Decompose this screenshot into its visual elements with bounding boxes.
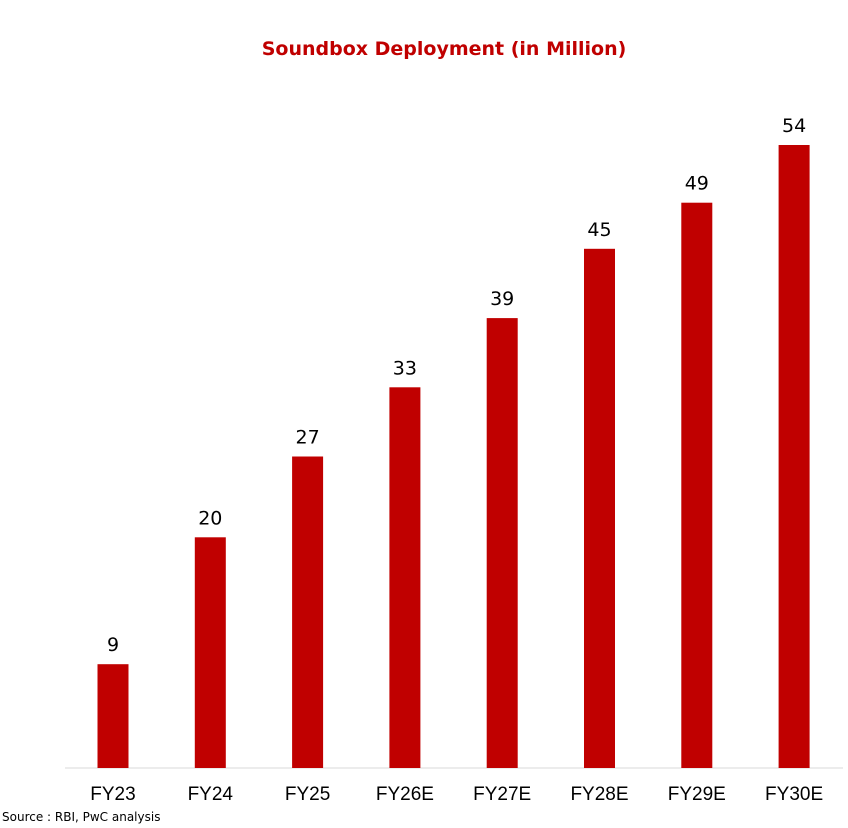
data-label-fy30e: 54 <box>782 115 806 137</box>
bar-fy25 <box>292 456 324 768</box>
data-label-fy26e: 33 <box>393 357 417 379</box>
data-labels-layer: 9 20 27 33 39 45 49 54 <box>107 115 806 656</box>
x-tick-label-fy25: FY25 <box>285 784 330 805</box>
bar-fy30e <box>778 145 810 768</box>
bar-fy27e <box>486 318 518 768</box>
data-label-fy29e: 49 <box>685 173 709 195</box>
bars-layer <box>97 145 810 769</box>
data-label-fy27e: 39 <box>490 288 514 310</box>
x-tick-labels-layer: FY23 FY24 FY25 FY26E FY27E FY28E FY29E FY30E <box>90 784 823 805</box>
data-label-fy28e: 45 <box>587 219 611 241</box>
source-note: Source : RBI, PwC analysis <box>2 810 161 824</box>
x-tick-label-fy26e: FY26E <box>376 784 434 805</box>
bar-fy29e <box>681 202 713 768</box>
data-label-fy24: 20 <box>198 507 222 529</box>
bar-fy28e <box>584 248 615 769</box>
x-tick-label-fy30e: FY30E <box>765 784 823 805</box>
bar-fy26e <box>389 387 421 768</box>
x-tick-label-fy28e: FY28E <box>570 784 628 805</box>
x-tick-label-fy27e: FY27E <box>473 784 531 805</box>
chart-title: Soundbox Deployment (in Million) <box>261 38 627 60</box>
data-label-fy23: 9 <box>107 634 119 656</box>
bar-fy23 <box>97 664 129 768</box>
data-label-fy25: 27 <box>296 427 320 449</box>
x-tick-label-fy24: FY24 <box>188 784 234 805</box>
x-tick-label-fy23: FY23 <box>90 784 135 805</box>
x-tick-label-fy29e: FY29E <box>668 784 726 805</box>
bar-fy24 <box>194 537 226 768</box>
